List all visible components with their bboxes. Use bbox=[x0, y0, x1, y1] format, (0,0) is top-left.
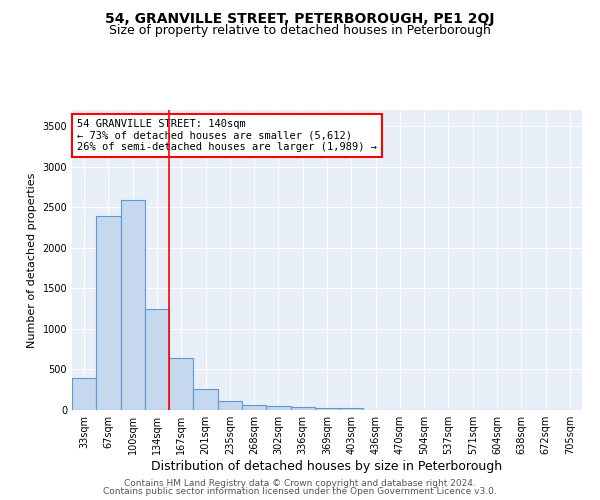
Bar bbox=[290, 407, 315, 410]
Bar bbox=[72, 378, 96, 410]
Text: 54 GRANVILLE STREET: 140sqm
← 73% of detached houses are smaller (5,612)
26% of : 54 GRANVILLE STREET: 140sqm ← 73% of det… bbox=[77, 119, 377, 152]
Bar bbox=[315, 408, 339, 410]
Text: Contains HM Land Registry data © Crown copyright and database right 2024.: Contains HM Land Registry data © Crown c… bbox=[124, 478, 476, 488]
Y-axis label: Number of detached properties: Number of detached properties bbox=[27, 172, 37, 348]
Text: Size of property relative to detached houses in Peterborough: Size of property relative to detached ho… bbox=[109, 24, 491, 37]
Bar bbox=[242, 405, 266, 410]
Bar bbox=[218, 401, 242, 410]
Bar bbox=[266, 406, 290, 410]
Bar bbox=[96, 216, 121, 410]
Bar bbox=[121, 200, 145, 410]
X-axis label: Distribution of detached houses by size in Peterborough: Distribution of detached houses by size … bbox=[151, 460, 503, 473]
Bar bbox=[145, 308, 169, 410]
Text: Contains public sector information licensed under the Open Government Licence v3: Contains public sector information licen… bbox=[103, 487, 497, 496]
Bar bbox=[339, 408, 364, 410]
Bar bbox=[193, 390, 218, 410]
Bar bbox=[169, 358, 193, 410]
Text: 54, GRANVILLE STREET, PETERBOROUGH, PE1 2QJ: 54, GRANVILLE STREET, PETERBOROUGH, PE1 … bbox=[105, 12, 495, 26]
